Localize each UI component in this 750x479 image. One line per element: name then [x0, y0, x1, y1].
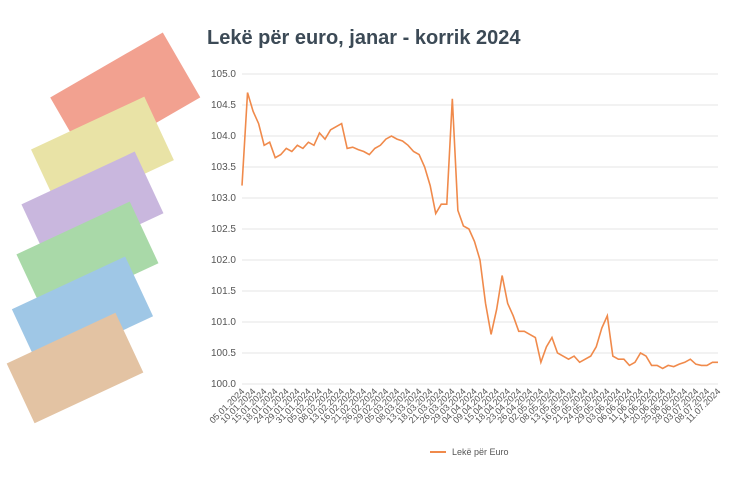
y-tick-label: 104.5 — [211, 100, 236, 111]
legend-label: Lekë për Euro — [452, 447, 509, 457]
y-tick-label: 102.5 — [211, 224, 236, 235]
y-tick-label: 100.5 — [211, 348, 236, 359]
banknotes-illustration — [6, 32, 201, 424]
y-tick-label: 101.0 — [211, 317, 236, 328]
banknote — [6, 312, 144, 424]
banknote — [16, 201, 159, 317]
y-tick-label: 103.5 — [211, 162, 236, 173]
y-tick-label: 100.0 — [211, 379, 236, 390]
y-tick-label: 104.0 — [211, 131, 236, 142]
y-tick-label: 101.5 — [211, 286, 236, 297]
y-tick-label: 105.0 — [211, 69, 236, 80]
banknote — [11, 256, 154, 370]
y-tick-label: 103.0 — [211, 193, 236, 204]
y-tick-label: 102.0 — [211, 255, 236, 266]
chart-title: Lekë për euro, janar - korrik 2024 — [207, 27, 521, 49]
data-line — [241, 92, 718, 370]
